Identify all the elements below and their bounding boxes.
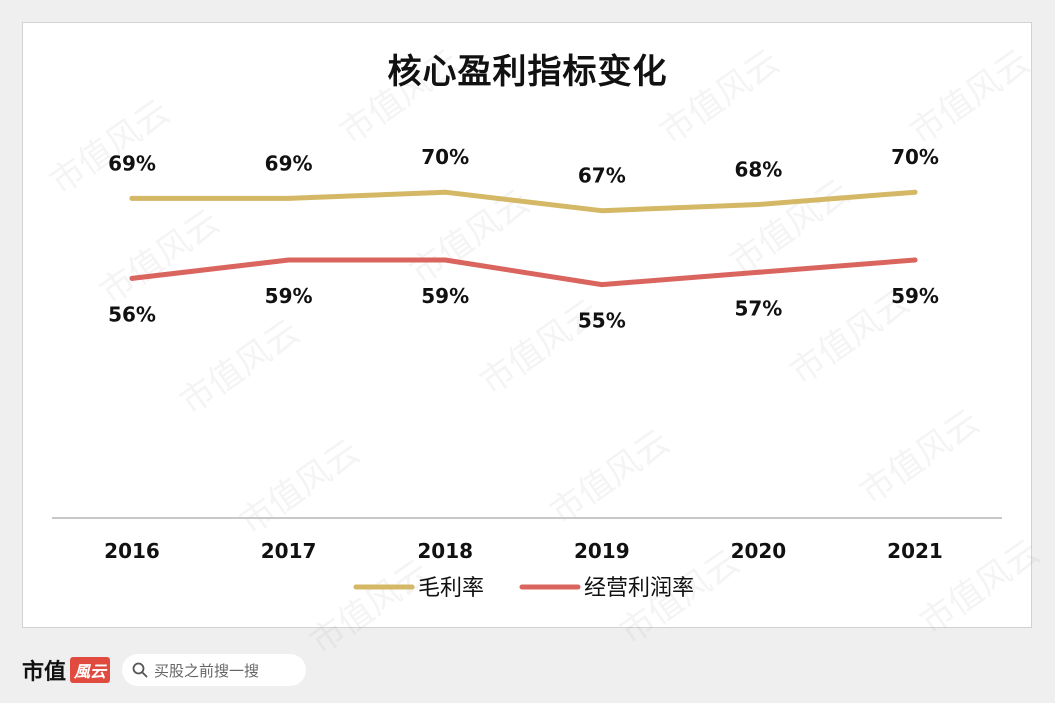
- data-point: [755, 202, 761, 207]
- data-label: 70%: [421, 145, 469, 169]
- data-label: 55%: [578, 309, 626, 333]
- x-tick-label: 2019: [574, 539, 630, 563]
- footer: 市值 風云 买股之前搜一搜: [22, 650, 307, 690]
- data-point: [599, 282, 605, 288]
- x-tick-label: 2020: [731, 539, 787, 563]
- data-label: 69%: [265, 151, 313, 175]
- legend-label: 毛利率: [418, 576, 484, 601]
- brand-name: 市值: [22, 659, 67, 685]
- data-point: [442, 189, 448, 195]
- x-tick-label: 2021: [887, 539, 943, 563]
- data-point: [755, 269, 761, 275]
- series-line-2: [129, 257, 918, 288]
- x-tick-label: 2018: [417, 539, 473, 563]
- data-label: 67%: [578, 164, 626, 188]
- data-point: [442, 257, 448, 263]
- brand-seal: 風云: [70, 657, 111, 683]
- data-point: [129, 195, 135, 201]
- chart-title: 核心盈利指标变化: [387, 52, 668, 92]
- data-label: 57%: [734, 296, 782, 320]
- data-point: [286, 257, 292, 263]
- data-point: [599, 208, 605, 214]
- data-point: [286, 195, 292, 201]
- x-tick-label: 2017: [261, 539, 317, 563]
- x-tick-label: 2016: [104, 539, 160, 563]
- data-point: [912, 257, 918, 263]
- data-point: [912, 189, 918, 195]
- data-label: 68%: [734, 158, 782, 182]
- chart-card: [22, 22, 1032, 628]
- data-point: [129, 275, 135, 281]
- legend-label: 经营利润率: [584, 576, 694, 601]
- data-label: 56%: [108, 302, 156, 326]
- series-line-1: [129, 189, 918, 214]
- brand-logo: 市值 風云: [22, 654, 111, 686]
- data-label: 59%: [421, 284, 469, 308]
- data-label: 59%: [265, 284, 313, 308]
- search-icon: [132, 662, 148, 678]
- search-placeholder: 买股之前搜一搜: [154, 661, 260, 680]
- data-label: 59%: [891, 284, 939, 308]
- search-box[interactable]: 买股之前搜一搜: [122, 654, 307, 686]
- data-label: 69%: [108, 151, 156, 175]
- data-label: 70%: [891, 145, 939, 169]
